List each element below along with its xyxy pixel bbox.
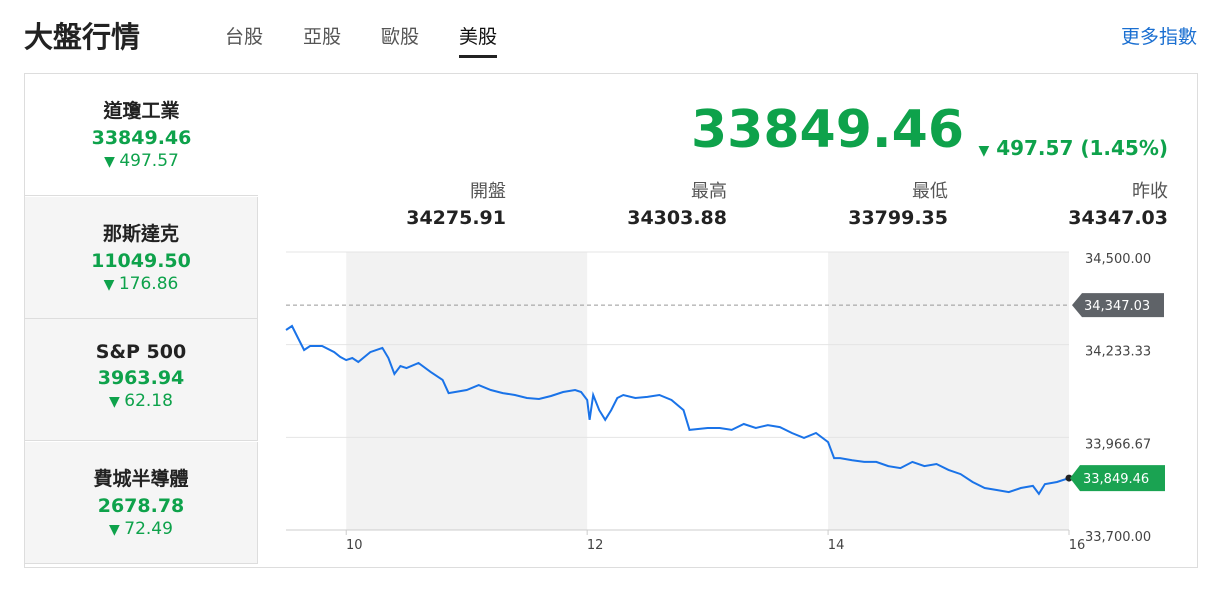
stat: 最低 33799.35 [768, 177, 948, 229]
index-item[interactable]: S&P 500 3963.94 ▼ 62.18 [25, 319, 258, 441]
index-change-value: 72.49 [124, 518, 173, 539]
index-value: 3963.94 [97, 367, 185, 389]
y-tick-label: 34,233.33 [1085, 345, 1151, 360]
y-tick-label: 33,700.00 [1085, 530, 1151, 545]
y-tick-label: 34,500.00 [1085, 252, 1151, 267]
index-change: ▼ 62.18 [25, 391, 257, 411]
index-name: 費城半導體 [93, 467, 189, 490]
stat-value: 33799.35 [848, 207, 948, 229]
stat-label: 最高 [691, 181, 727, 202]
index-change-value: 176.86 [118, 273, 179, 294]
index-name: 那斯達克 [102, 222, 179, 245]
panel: 道瓊工業 33849.46 ▼ 497.57 那斯達克 11049.50 ▼ 176.86… [24, 73, 1198, 568]
last-point [1065, 474, 1073, 482]
index-change-value: 62.18 [124, 391, 173, 411]
stat-label: 開盤 [470, 181, 506, 202]
quote-change-text: 497.57 (1.45%) [996, 136, 1168, 160]
last-label: 33,849.46 [1083, 472, 1149, 487]
x-tick-label: 14 [828, 538, 845, 553]
index-item[interactable]: 道瓊工業 33849.46 ▼ 497.57 [25, 74, 258, 196]
stat-value: 34347.03 [1068, 207, 1168, 229]
page-title: 大盤行情 [24, 20, 141, 54]
tab[interactable]: 亞股 [303, 26, 342, 48]
tab[interactable]: 歐股 [381, 26, 420, 48]
stat: 最高 34303.88 [547, 177, 727, 229]
stat-label: 最低 [912, 181, 948, 202]
index-value: 2678.78 [97, 494, 185, 517]
down-icon: ▼ [109, 394, 125, 410]
quote-change: ▼ 497.57 (1.45%) [978, 136, 1168, 160]
index-item[interactable]: 那斯達克 11049.50 ▼ 176.86 [25, 196, 258, 319]
index-value: 11049.50 [91, 249, 191, 272]
down-icon: ▼ [104, 154, 120, 170]
index-item[interactable]: 費城半導體 2678.78 ▼ 72.49 [25, 441, 258, 564]
quote-value: 33849.46 [690, 100, 964, 160]
x-tick-label: 16 [1069, 538, 1086, 553]
index-change: ▼ 497.57 [25, 151, 258, 171]
index-value: 33849.46 [91, 127, 192, 149]
down-icon: ▼ [103, 276, 119, 293]
price-line [285, 324, 1070, 496]
x-tick-label: 12 [587, 538, 604, 553]
more-link[interactable]: 更多指數 [1120, 26, 1197, 48]
index-change: ▼ 176.86 [25, 274, 257, 294]
last-tag [1070, 465, 1165, 492]
stat-label: 昨收 [1132, 181, 1168, 202]
down-icon: ▼ [109, 521, 125, 538]
time-band [828, 252, 1069, 530]
index-name: 道瓊工業 [103, 100, 180, 122]
tab[interactable]: 台股 [225, 26, 264, 48]
stat-value: 34275.91 [406, 207, 506, 229]
tab[interactable]: 美股 [459, 22, 498, 58]
index-change: ▼ 72.49 [25, 519, 257, 539]
x-tick-label: 10 [346, 538, 363, 553]
stat-value: 34303.88 [627, 207, 727, 229]
stat: 昨收 34347.03 [988, 177, 1168, 229]
index-change-value: 497.57 [119, 151, 179, 171]
reference-label: 34,347.03 [1084, 299, 1150, 314]
reference-tag [1072, 293, 1164, 318]
index-name: S&P 500 [95, 341, 187, 363]
stat: 開盤 34275.91 [326, 177, 506, 229]
y-tick-label: 33,966.67 [1085, 437, 1151, 452]
